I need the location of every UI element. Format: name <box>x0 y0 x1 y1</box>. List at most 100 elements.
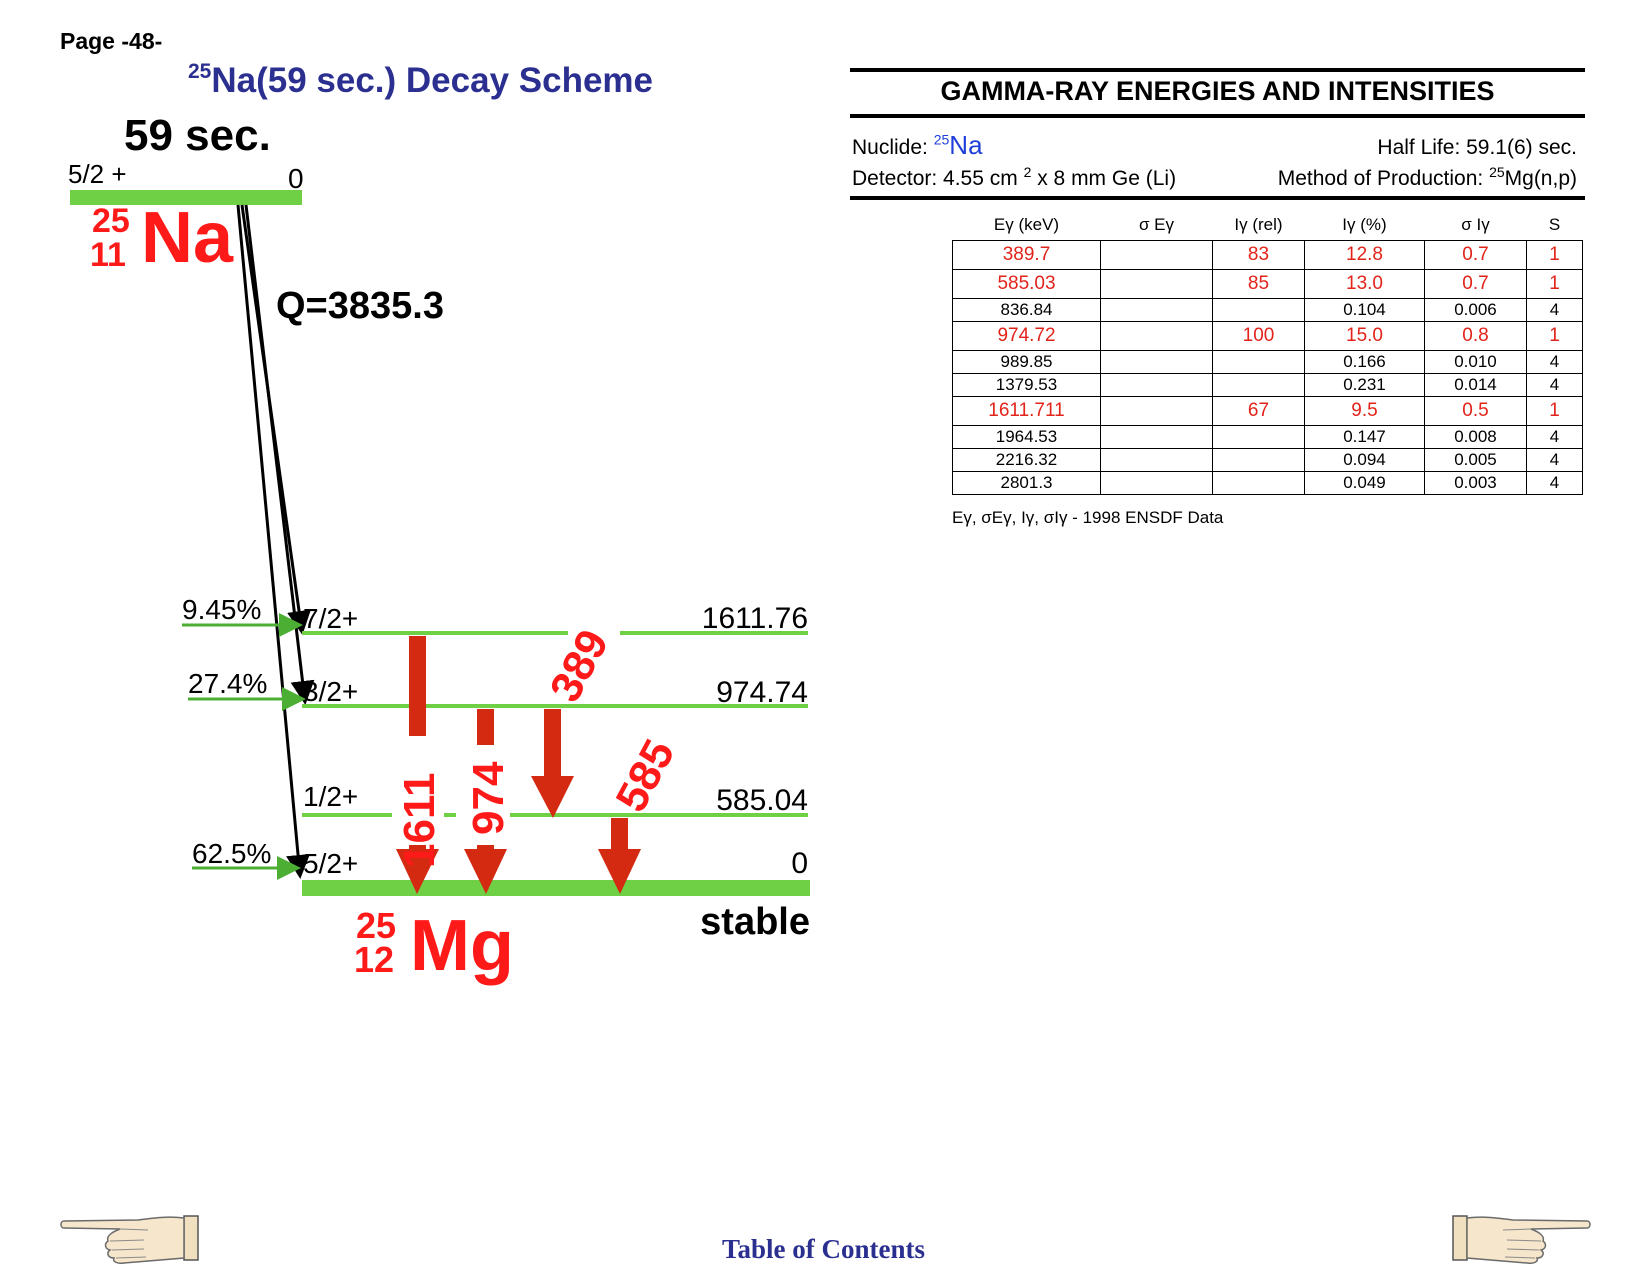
cell-energy: 585.03 <box>952 269 1101 299</box>
decay-scheme-title: 25Na(59 sec.) Decay Scheme <box>188 60 653 101</box>
gamma-label-1611: 1611 <box>395 773 444 868</box>
parent-mass-number: 25 <box>92 202 130 240</box>
cell-intensity-pct: 13.0 <box>1304 269 1425 299</box>
nuclide-mass-number: 25 <box>933 131 950 148</box>
cell-intensity-pct: 0.166 <box>1304 350 1425 374</box>
detector-exponent: 2 <box>1023 164 1032 180</box>
table-row: 2216.32 0.094 0.005 4 <box>952 448 1583 472</box>
cell-intensity-pct: 0.231 <box>1304 373 1425 397</box>
beta-feed-5-2 <box>236 204 311 879</box>
level-energy: 585.04 <box>716 784 808 817</box>
cell-energy: 1964.53 <box>952 425 1101 449</box>
panel-title: GAMMA-RAY ENERGIES AND INTENSITIES <box>940 76 1495 106</box>
cell-intensity-rel <box>1212 298 1305 322</box>
table-row: 1379.53 0.231 0.014 4 <box>952 373 1583 397</box>
cell-energy-uncertainty <box>1100 373 1213 397</box>
data-source-symbols: Eγ, σEγ, Iγ, σIγ - <box>952 508 1078 527</box>
cell-energy: 2216.32 <box>952 448 1101 472</box>
level-1-2: 1/2+ 585.04 <box>302 781 808 817</box>
page-number: Page -48- <box>60 28 163 54</box>
gamma-table-body: 389.7 83 12.8 0.7 1 585.03 85 13.0 0.7 1 836.84 0.1… <box>952 240 1583 495</box>
method-label: Method of Production: <box>1277 167 1484 190</box>
daughter-mass-number: 25 <box>356 905 396 946</box>
parent-spin: 5/2 + <box>68 159 127 189</box>
cell-intensity-uncertainty: 0.5 <box>1424 396 1527 426</box>
cell-intensity-pct: 9.5 <box>1304 396 1425 426</box>
gamma-arrow-585 <box>598 818 641 894</box>
level-3-2: 27.4% 3/2+ 974.74 <box>188 668 808 711</box>
cell-intensity-uncertainty: 0.005 <box>1424 448 1527 472</box>
cell-source: 4 <box>1526 350 1583 374</box>
title-mass-number: 25 <box>188 60 212 83</box>
cell-intensity-uncertainty: 0.014 <box>1424 373 1527 397</box>
decay-scheme-diagram: 59 sec. 5/2 + 0 25 11 Na Q=3835.3 9.45% … <box>68 111 810 986</box>
table-of-contents-link[interactable]: Table of Contents <box>722 1234 926 1264</box>
level-energy: 0 <box>791 847 808 880</box>
cell-intensity-rel <box>1212 471 1305 495</box>
level-branch: 62.5% <box>192 838 271 869</box>
detector-info: Detector: 4.55 cm 2 x 8 mm Ge (Li) <box>852 164 1176 191</box>
title-text: Na(59 sec.) Decay Scheme <box>211 61 654 100</box>
cell-energy-uncertainty <box>1100 269 1213 299</box>
table-row: 974.72 100 15.0 0.8 1 <box>952 321 1583 351</box>
gamma-arrow-1611 <box>396 636 439 894</box>
nuclide-symbol: Na <box>949 130 983 160</box>
q-value: Q=3835.3 <box>276 285 444 327</box>
cell-energy: 989.85 <box>952 350 1101 374</box>
table-row: 989.85 0.166 0.010 4 <box>952 350 1583 374</box>
cell-intensity-pct: 0.147 <box>1304 425 1425 449</box>
panel-info-rule <box>850 196 1585 200</box>
cell-energy: 836.84 <box>952 298 1101 322</box>
level-spin: 3/2+ <box>303 676 358 707</box>
table-row: 389.7 83 12.8 0.7 1 <box>952 240 1583 270</box>
data-source-note: Eγ, σEγ, Iγ, σIγ - 1998 ENSDF Data <box>952 508 1223 528</box>
cell-intensity-pct: 15.0 <box>1304 321 1425 351</box>
gamma-arrow-974 <box>464 709 507 894</box>
level-7-2: 9.45% 7/2+ 1611.76 <box>182 594 808 637</box>
cell-intensity-pct: 0.049 <box>1304 471 1425 495</box>
level-spin: 1/2+ <box>303 781 358 812</box>
gamma-transitions <box>396 636 641 894</box>
col-header-energy-uncertainty: σ Eγ <box>1138 215 1175 234</box>
gamma-label-974: 974 <box>464 761 513 835</box>
cell-intensity-pct: 0.104 <box>1304 298 1425 322</box>
detector-size: Detector: 4.55 cm <box>852 167 1018 190</box>
table-row: 585.03 85 13.0 0.7 1 <box>952 269 1583 299</box>
pointing-hand-right-icon[interactable] <box>1451 1208 1593 1266</box>
production-method-info: Method of Production: 25Mg(n,p) <box>1278 164 1577 191</box>
cell-energy: 1611.711 <box>952 396 1101 426</box>
beta-feed-3-2 <box>244 204 315 705</box>
cell-intensity-rel: 100 <box>1212 321 1305 351</box>
cell-source: 4 <box>1526 448 1583 472</box>
level-5-2-ground: 62.5% 5/2+ 0 <box>192 838 810 896</box>
daughter-status: stable <box>700 901 810 943</box>
cell-energy-uncertainty <box>1100 471 1213 495</box>
cell-energy: 1379.53 <box>952 373 1101 397</box>
cell-intensity-rel <box>1212 373 1305 397</box>
cell-intensity-rel: 85 <box>1212 269 1305 299</box>
cell-intensity-rel <box>1212 350 1305 374</box>
cell-intensity-uncertainty: 0.010 <box>1424 350 1527 374</box>
parent-half-life: 59 sec. <box>124 111 271 160</box>
cell-energy-uncertainty <box>1100 396 1213 426</box>
table-header-row: Eγ (keV) σ Eγ Iγ (rel) Iγ (%) σ Iγ S <box>953 210 1583 241</box>
cell-energy: 974.72 <box>952 321 1101 351</box>
pointing-hand-left-icon[interactable] <box>58 1208 200 1266</box>
level-energy: 1611.76 <box>702 602 808 635</box>
cell-source: 1 <box>1526 240 1583 270</box>
cell-intensity-pct: 12.8 <box>1304 240 1425 270</box>
daughter-symbol: Mg <box>410 906 514 986</box>
cell-source: 4 <box>1526 425 1583 449</box>
cell-intensity-rel: 67 <box>1212 396 1305 426</box>
cell-energy-uncertainty <box>1100 240 1213 270</box>
cell-source: 4 <box>1526 298 1583 322</box>
cell-intensity-uncertainty: 0.8 <box>1424 321 1527 351</box>
nuclide-label: Nuclide: <box>852 136 928 159</box>
cell-energy-uncertainty <box>1100 425 1213 449</box>
panel-title-rule <box>850 114 1585 118</box>
gamma-label-585: 585 <box>607 732 685 820</box>
level-spin: 7/2+ <box>303 603 358 634</box>
level-energy: 974.74 <box>716 676 808 709</box>
table-row: 836.84 0.104 0.006 4 <box>952 298 1583 322</box>
cell-energy-uncertainty <box>1100 321 1213 351</box>
